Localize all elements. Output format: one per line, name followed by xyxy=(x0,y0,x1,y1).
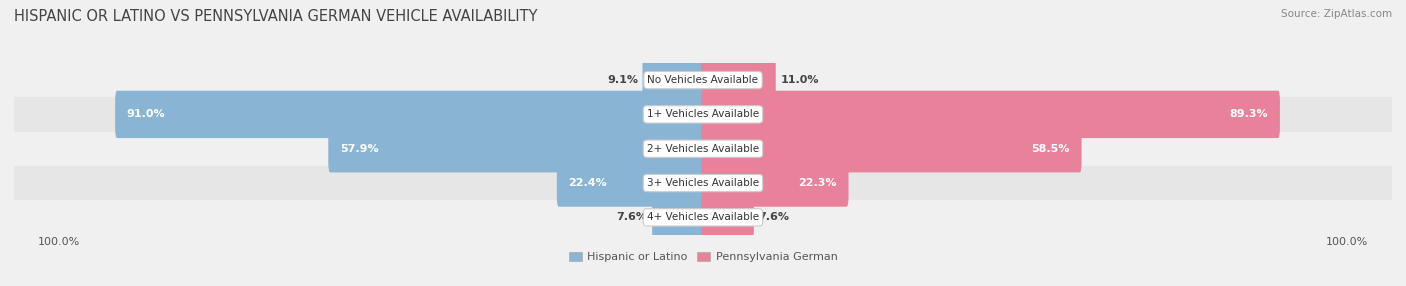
FancyBboxPatch shape xyxy=(702,56,776,104)
Bar xyxy=(14,63,1392,97)
Text: 9.1%: 9.1% xyxy=(607,75,638,85)
Text: 11.0%: 11.0% xyxy=(780,75,818,85)
Text: 7.6%: 7.6% xyxy=(758,212,789,222)
Text: 89.3%: 89.3% xyxy=(1230,110,1268,119)
Bar xyxy=(14,166,1392,200)
FancyBboxPatch shape xyxy=(702,159,848,207)
Bar xyxy=(14,132,1392,166)
Text: 1+ Vehicles Available: 1+ Vehicles Available xyxy=(647,110,759,119)
Text: Source: ZipAtlas.com: Source: ZipAtlas.com xyxy=(1281,9,1392,19)
FancyBboxPatch shape xyxy=(702,125,1081,172)
Bar xyxy=(14,200,1392,235)
FancyBboxPatch shape xyxy=(557,159,704,207)
Text: 4+ Vehicles Available: 4+ Vehicles Available xyxy=(647,212,759,222)
FancyBboxPatch shape xyxy=(702,91,1279,138)
FancyBboxPatch shape xyxy=(643,56,704,104)
Text: HISPANIC OR LATINO VS PENNSYLVANIA GERMAN VEHICLE AVAILABILITY: HISPANIC OR LATINO VS PENNSYLVANIA GERMA… xyxy=(14,9,537,23)
Legend: Hispanic or Latino, Pennsylvania German: Hispanic or Latino, Pennsylvania German xyxy=(564,247,842,267)
Text: 91.0%: 91.0% xyxy=(127,110,166,119)
Text: 22.3%: 22.3% xyxy=(799,178,837,188)
Text: 3+ Vehicles Available: 3+ Vehicles Available xyxy=(647,178,759,188)
Text: 22.4%: 22.4% xyxy=(568,178,607,188)
Text: 58.5%: 58.5% xyxy=(1032,144,1070,154)
Bar xyxy=(14,97,1392,132)
Text: 7.6%: 7.6% xyxy=(617,212,648,222)
FancyBboxPatch shape xyxy=(702,194,754,241)
Text: No Vehicles Available: No Vehicles Available xyxy=(648,75,758,85)
FancyBboxPatch shape xyxy=(652,194,704,241)
FancyBboxPatch shape xyxy=(115,91,704,138)
Text: 2+ Vehicles Available: 2+ Vehicles Available xyxy=(647,144,759,154)
FancyBboxPatch shape xyxy=(328,125,704,172)
Text: 57.9%: 57.9% xyxy=(340,144,378,154)
